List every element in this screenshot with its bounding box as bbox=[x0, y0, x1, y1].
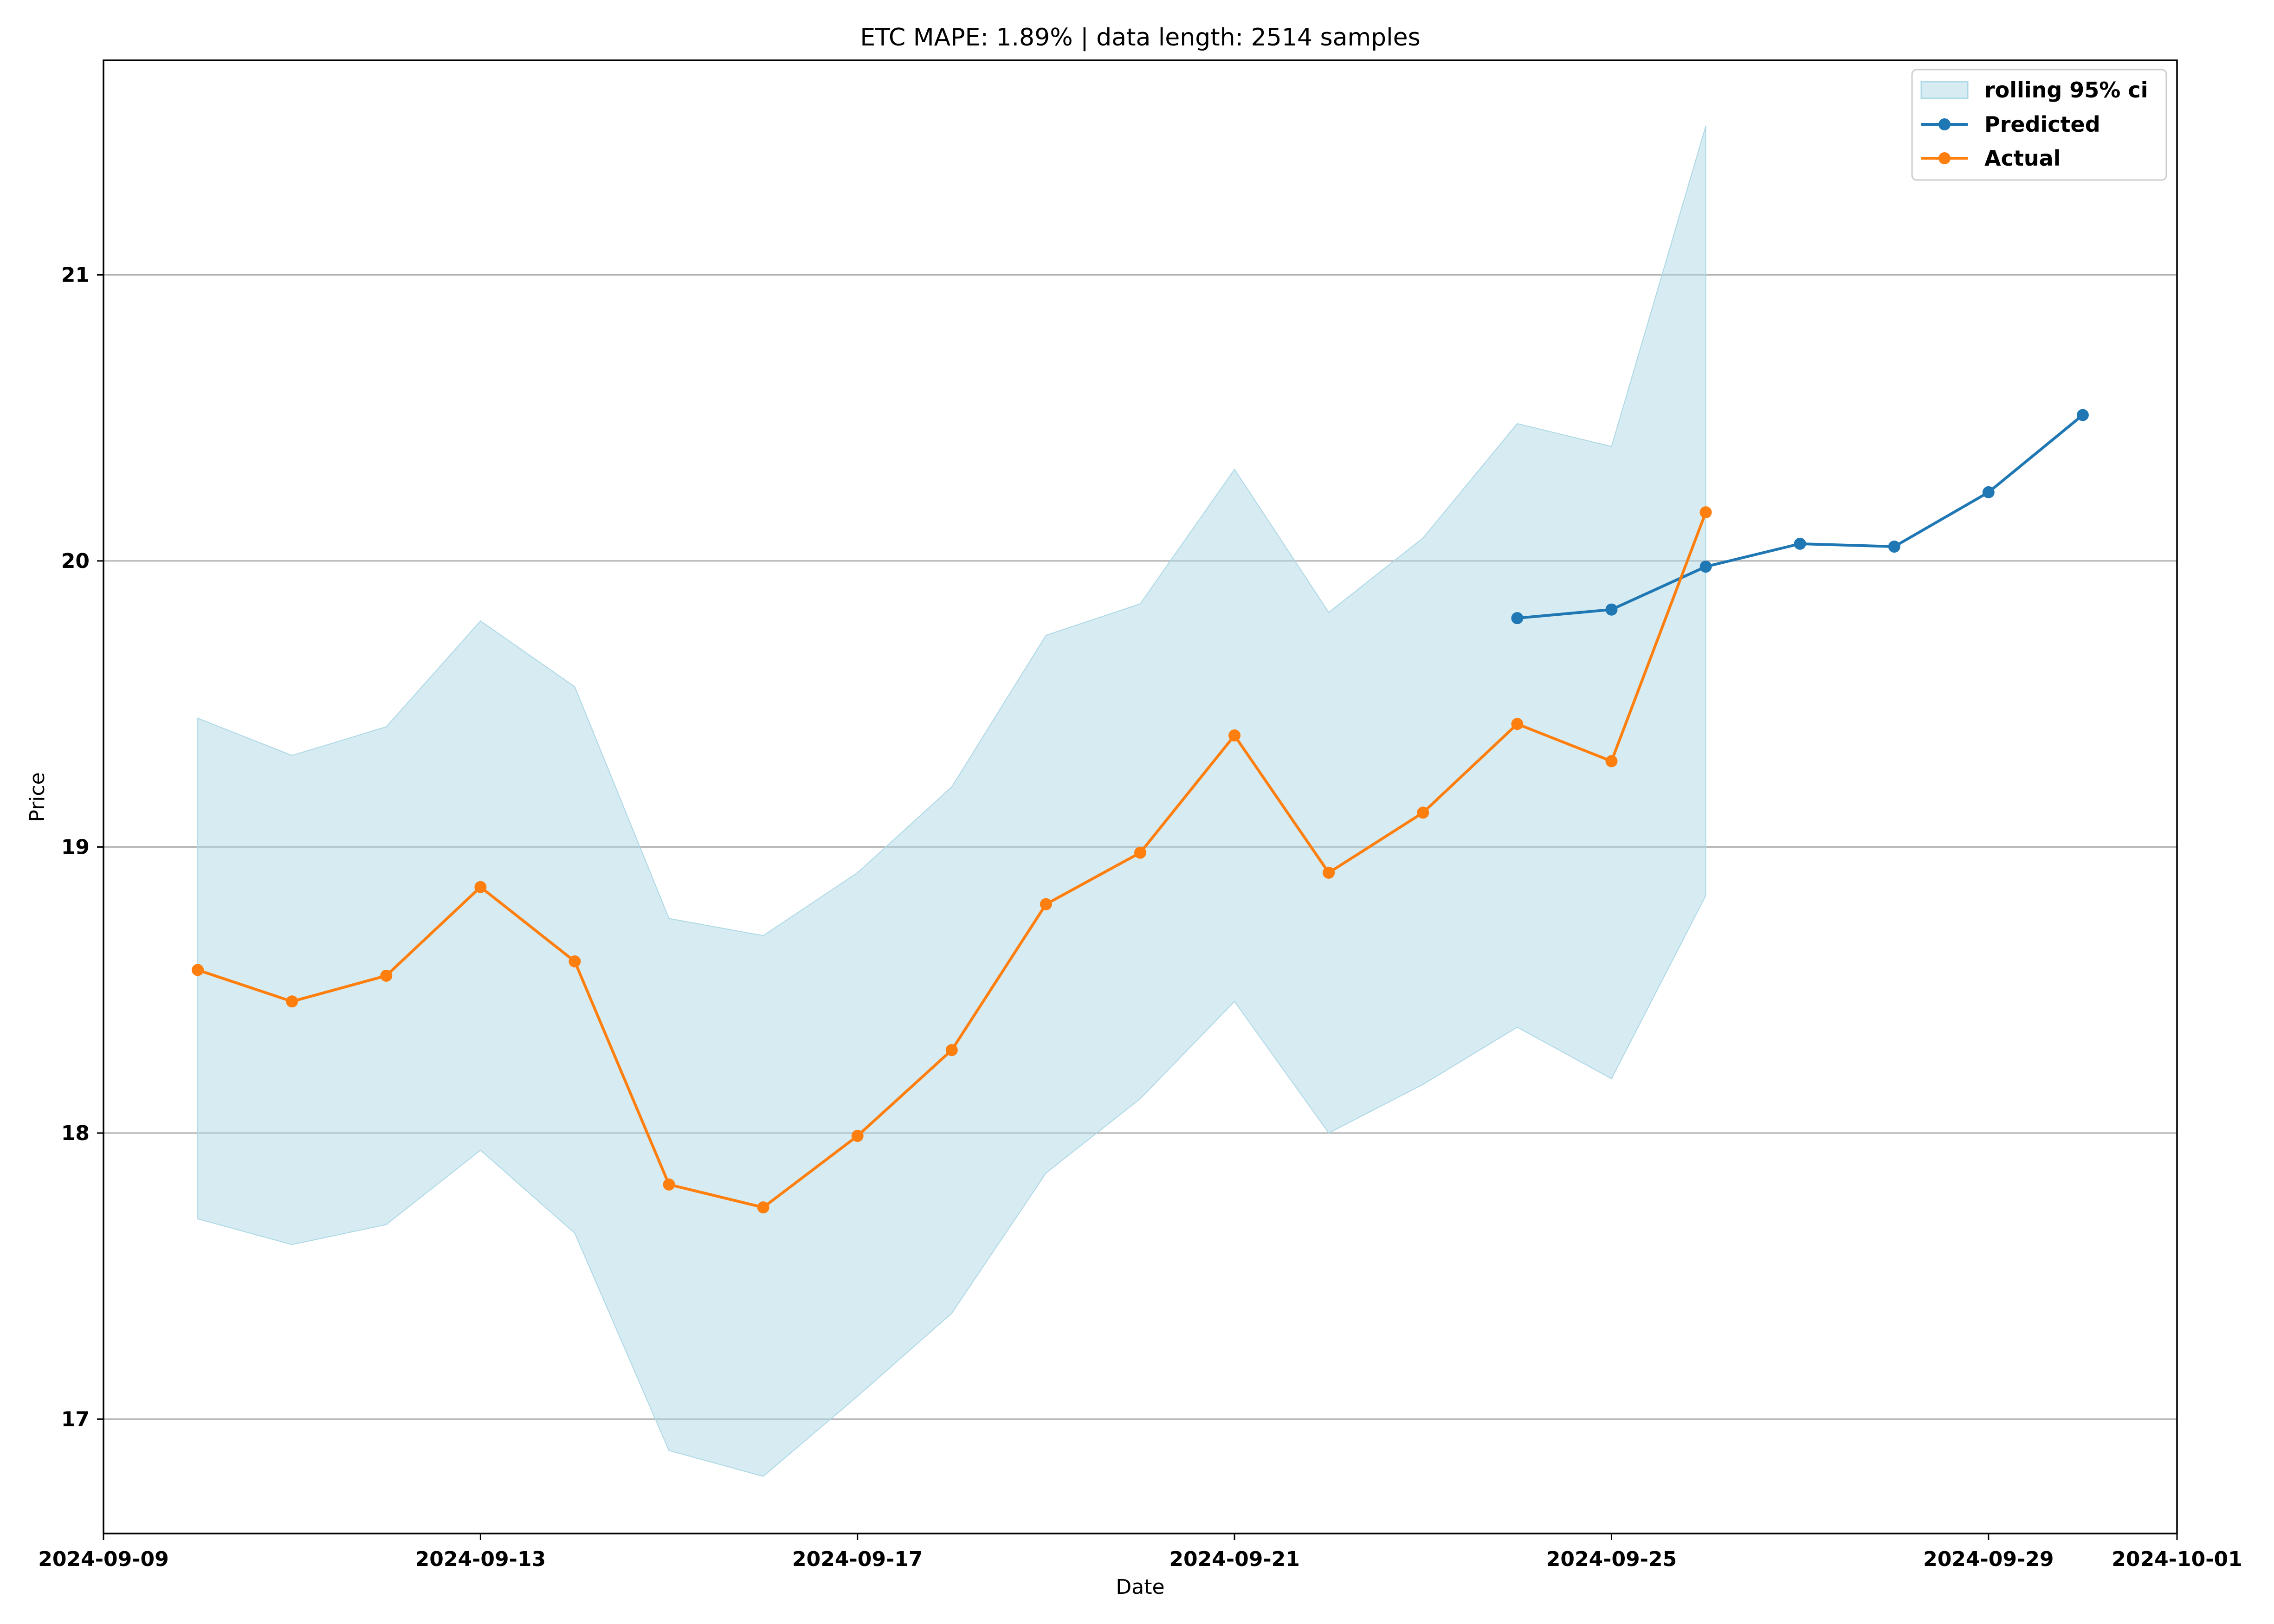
x-tick-label: 2024-09-29 bbox=[1923, 1547, 2054, 1571]
confidence-band bbox=[197, 126, 1706, 1477]
x-tick-label: 2024-09-13 bbox=[415, 1547, 546, 1571]
predicted-point bbox=[1699, 561, 1712, 573]
chart-title: ETC MAPE: 1.89% | data length: 2514 samp… bbox=[860, 24, 1420, 52]
actual-point bbox=[1699, 506, 1712, 519]
actual-point bbox=[757, 1201, 769, 1214]
legend-actual-marker bbox=[1938, 152, 1951, 164]
actual-point bbox=[192, 964, 204, 976]
y-axis-label: Price bbox=[26, 772, 49, 822]
legend-label-actual: Actual bbox=[1984, 146, 2061, 171]
predicted-point bbox=[1605, 603, 1618, 616]
actual-point bbox=[1040, 898, 1052, 910]
actual-point bbox=[1417, 806, 1429, 819]
x-tick-label: 2024-09-09 bbox=[38, 1547, 168, 1571]
legend-predicted-marker bbox=[1938, 118, 1951, 130]
y-tick-label: 18 bbox=[61, 1121, 90, 1145]
actual-point bbox=[380, 969, 393, 982]
legend-label-predicted: Predicted bbox=[1984, 112, 2100, 137]
predicted-point bbox=[1511, 612, 1524, 625]
legend-label-ci: rolling 95% ci bbox=[1984, 77, 2148, 103]
predicted-point bbox=[1888, 541, 1900, 553]
x-tick-label: 2024-09-21 bbox=[1169, 1547, 1299, 1571]
x-tick-label: 2024-10-01 bbox=[2112, 1547, 2242, 1571]
predicted-point bbox=[1982, 486, 1995, 498]
predicted-point bbox=[1794, 537, 1806, 550]
plot-frame bbox=[103, 59, 2178, 1534]
predicted-point bbox=[2076, 409, 2089, 421]
legend-box bbox=[1911, 69, 2167, 181]
series-layer bbox=[192, 409, 2089, 1214]
y-tick-label: 21 bbox=[61, 263, 90, 287]
actual-point bbox=[851, 1130, 864, 1142]
y-tick-label: 17 bbox=[61, 1407, 90, 1431]
x-tick-label: 2024-09-25 bbox=[1546, 1547, 1677, 1571]
confidence-band-layer bbox=[197, 126, 1706, 1477]
actual-point bbox=[1605, 755, 1618, 767]
legend-ci-swatch bbox=[1920, 81, 1969, 99]
axis-ticks: 17 18 19 20 21 2024-09-09 2024-09-13 2024-09-17… bbox=[38, 263, 2242, 1571]
x-axis-label: Date bbox=[1116, 1575, 1164, 1599]
actual-point bbox=[286, 995, 298, 1008]
y-tick-label: 19 bbox=[61, 835, 90, 859]
actual-point bbox=[1228, 729, 1241, 741]
actual-point bbox=[663, 1178, 675, 1191]
y-tick-label: 20 bbox=[61, 549, 90, 573]
legend: rolling 95% ci Predicted Actual bbox=[1911, 69, 2167, 181]
actual-point bbox=[1511, 718, 1524, 730]
actual-point bbox=[568, 955, 581, 967]
x-tick-label: 2024-09-17 bbox=[792, 1547, 923, 1571]
actual-point bbox=[1134, 846, 1146, 859]
actual-point bbox=[474, 881, 487, 893]
actual-point bbox=[945, 1044, 958, 1057]
actual-point bbox=[1323, 866, 1335, 879]
